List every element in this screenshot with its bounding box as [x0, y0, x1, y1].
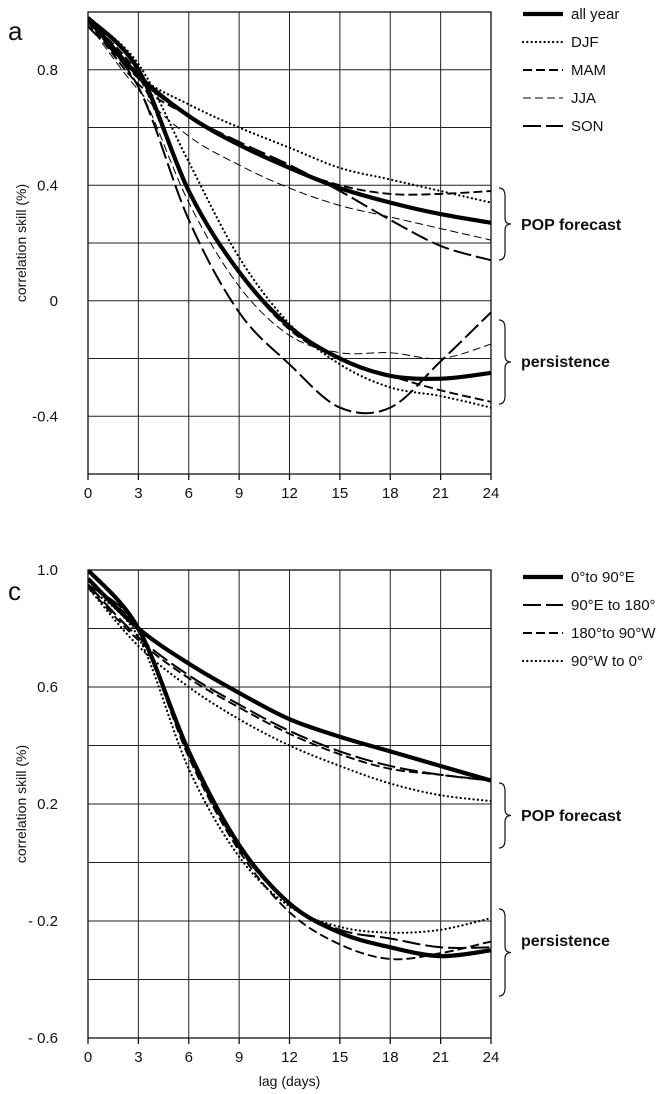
- panel-a-ytick-label-0: 0.8: [37, 62, 58, 79]
- panel-a-xtick-label-6: 6: [185, 485, 193, 502]
- panel-a-brace-pop-forecast: [498, 187, 512, 261]
- panel-c-legend-label-1: 90°E to 180°: [571, 597, 656, 614]
- panel-a-ytick-label-1: 0.4: [37, 177, 58, 194]
- panel-c-series-group: [88, 570, 491, 961]
- panel-a-ylabel: correlation skill (%): [13, 184, 29, 302]
- panel-c-xtick-label-21: 21: [432, 1049, 449, 1066]
- panel-a: a 0 3 6 9 12 15 18 21 24 0.8 0.4 0 -0.4 correlation sk…: [8, 6, 622, 502]
- panel-c-legend-label-3: 90°W to 0°: [571, 653, 643, 670]
- panel-a-series-persistence-son: [88, 25, 491, 415]
- panel-a-xtick-label-3: 3: [134, 485, 142, 502]
- panel-c: c 0 3 6 9 12 15 18 21 24 1.0 0.6 0.2 - 0.2 - 0.6 correl…: [8, 562, 656, 1089]
- panel-c-brace-persistence: [498, 908, 512, 997]
- panel-a-legend-label-0: all year: [571, 6, 619, 23]
- panel-c-ytick-label-3: - 0.2: [28, 913, 58, 930]
- panel-c-ytick-label-1: 0.6: [37, 679, 58, 696]
- panel-c-xtick-label-15: 15: [332, 1049, 349, 1066]
- panel-c-ytick-label-2: 0.2: [37, 796, 58, 813]
- panel-a-series-pop-forecast-mam: [88, 20, 491, 196]
- panel-c-annotation-persistence: persistence: [521, 933, 610, 950]
- panel-c-xtick-label-12: 12: [281, 1049, 298, 1066]
- panel-c-letter: c: [8, 576, 21, 606]
- panel-a-xtick-label-9: 9: [235, 485, 243, 502]
- panel-a-xtick-label-24: 24: [483, 485, 500, 502]
- panel-c-ylabel: correlation skill (%): [13, 745, 29, 863]
- panel-a-series-persistence-all-year: [88, 16, 491, 382]
- panel-c-xtick-label-3: 3: [134, 1049, 142, 1066]
- panel-a-xtick-label-18: 18: [382, 485, 399, 502]
- panel-a-brace-persistence: [498, 319, 512, 405]
- panel-c-annotation-pop-forecast: POP forecast: [521, 808, 622, 825]
- panel-a-legend-label-1: DJF: [571, 34, 599, 51]
- panel-c-series-pop-forecast-0-to-90-e: [88, 577, 491, 783]
- panel-a-xtick-label-15: 15: [332, 485, 349, 502]
- panel-a-legend-label-4: SON: [571, 118, 604, 135]
- panel-a-xtick-label-21: 21: [432, 485, 449, 502]
- panel-a-annotation-persistence: persistence: [521, 354, 610, 371]
- panel-a-legend-label-2: MAM: [571, 62, 606, 79]
- panel-a-legend-label-3: JJA: [571, 90, 596, 107]
- panel-c-ytick-label-4: - 0.6: [28, 1030, 58, 1047]
- panel-a-series-pop-forecast-son: [88, 20, 491, 262]
- panel-a-xtick-label-0: 0: [84, 485, 92, 502]
- panel-c-series-persistence-90-e-to-180: [88, 583, 491, 949]
- panel-a-series-persistence-djf: [88, 16, 491, 409]
- panel-c-xtick-label-9: 9: [235, 1049, 243, 1066]
- panel-c-legend-label-2: 180°to 90°W: [571, 625, 656, 642]
- panel-a-ytick-label-3: -0.4: [32, 408, 58, 425]
- panel-c-series-persistence-90-w-to-0: [88, 586, 491, 934]
- panel-c-xtick-label-24: 24: [483, 1049, 500, 1066]
- panel-c-series-pop-forecast-90-w-to-0: [88, 586, 491, 803]
- panel-c-xtick-label-18: 18: [382, 1049, 399, 1066]
- panel-c-xlabel: lag (days): [259, 1073, 320, 1089]
- panel-a-series-pop-forecast-djf: [88, 16, 491, 204]
- panel-c-ytick-label-0: 1.0: [37, 562, 58, 579]
- panel-c-legend-label-0: 0°to 90°E: [571, 569, 635, 586]
- panel-c-brace-pop-forecast: [498, 782, 512, 849]
- panel-a-ytick-label-2: 0: [50, 293, 58, 310]
- panel-c-xtick-label-0: 0: [84, 1049, 92, 1066]
- panel-c-xtick-label-6: 6: [185, 1049, 193, 1066]
- panel-c-series-persistence-180-to-90-w: [88, 583, 491, 961]
- panel-a-letter: a: [8, 16, 23, 46]
- panel-a-xtick-label-12: 12: [281, 485, 298, 502]
- panel-a-annotation-pop-forecast: POP forecast: [521, 217, 622, 234]
- panel-a-series-group: [88, 16, 491, 415]
